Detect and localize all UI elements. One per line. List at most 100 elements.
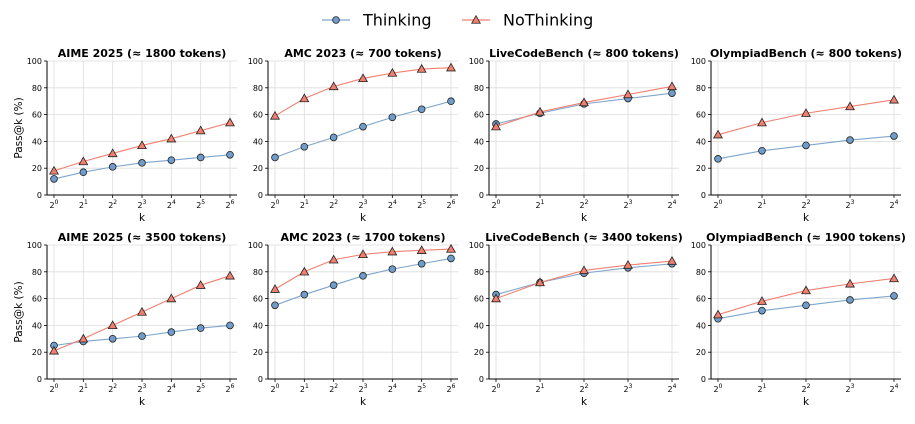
data-point	[416, 63, 427, 73]
data-point	[846, 136, 854, 144]
data-point	[714, 155, 722, 163]
x-tick-label: 23	[138, 383, 147, 394]
x-tick-label: 25	[196, 383, 205, 394]
x-tick-label: 25	[196, 199, 205, 210]
x-tick-label: 21	[79, 383, 88, 394]
data-point	[802, 301, 810, 310]
x-tick-label: 21	[758, 199, 767, 210]
y-tick-label: 80	[696, 268, 706, 277]
y-tick-label: 40	[474, 321, 484, 330]
x-axis-label: k	[139, 212, 146, 224]
y-tick-label: 100	[469, 57, 484, 66]
data-point	[329, 281, 338, 290]
x-tick-label: 20	[50, 199, 59, 210]
x-tick-label: 22	[580, 199, 589, 210]
y-tick-label: 0	[37, 375, 42, 384]
data-point	[78, 333, 89, 343]
x-tick-label: 22	[108, 199, 117, 210]
chart-title: OlympiadBench (≈ 800 tokens)	[710, 47, 902, 60]
x-tick-label: 22	[329, 383, 338, 394]
y-tick-label: 20	[696, 348, 706, 357]
chart-panel: 0 20 40 60 80 100 20 21 22 23 24 25 26 AIME 2025 (≈ 3…	[13, 231, 237, 408]
x-tick-label: 26	[226, 383, 235, 394]
y-tick-label: 0	[479, 375, 484, 384]
data-point	[801, 285, 811, 295]
x-tick-label: 21	[536, 383, 545, 394]
chart-panel: 0 20 40 60 80 100 20 21 22 23 24 LiveCodeBench (≈ 3…	[469, 231, 683, 408]
y-tick-label: 20	[253, 164, 263, 173]
y-tick-label: 40	[32, 137, 42, 146]
data-point	[225, 270, 235, 280]
grid	[711, 60, 901, 196]
x-tick-label: 26	[447, 199, 456, 210]
x-tick-label: 21	[300, 383, 309, 394]
chart-title: LiveCodeBench (≈ 3400 tokens)	[485, 231, 682, 244]
x-tick-label: 24	[167, 383, 176, 394]
y-tick-label: 100	[248, 57, 263, 66]
x-tick-label: 24	[890, 199, 899, 210]
legend-item-thinking: Thinking	[322, 11, 432, 30]
chart-title: AMC 2023 (≈ 1700 tokens)	[280, 231, 445, 244]
y-tick-label: 20	[32, 164, 42, 173]
x-tick-label: 22	[802, 199, 811, 210]
data-point	[667, 255, 677, 265]
data-point	[387, 67, 398, 77]
data-point	[802, 141, 810, 150]
data-point	[49, 345, 59, 355]
y-tick-label: 0	[258, 375, 263, 384]
data-point	[271, 301, 279, 310]
x-tick-label: 20	[714, 199, 723, 210]
data-point	[579, 97, 589, 107]
data-point	[226, 151, 234, 159]
x-tick-label: 26	[226, 199, 235, 210]
y-tick-label: 60	[253, 295, 263, 304]
y-tick-label: 60	[474, 295, 484, 304]
data-point	[195, 280, 206, 289]
y-tick-label: 40	[32, 321, 42, 330]
x-axis-label: k	[360, 396, 367, 408]
data-point	[358, 249, 368, 259]
data-point	[446, 243, 456, 253]
data-point	[846, 296, 854, 304]
data-point	[758, 146, 766, 155]
series-nothinking	[713, 273, 899, 319]
data-point	[226, 321, 234, 330]
data-point	[78, 156, 89, 166]
x-tick-label: 20	[492, 383, 501, 394]
data-point	[108, 334, 117, 343]
y-tick-label: 100	[691, 241, 706, 250]
data-point	[758, 306, 766, 315]
data-point	[138, 159, 146, 167]
y-tick-label: 0	[701, 375, 706, 384]
series-nothinking	[270, 243, 456, 293]
data-point	[300, 142, 309, 151]
x-tick-label: 23	[846, 199, 855, 210]
x-tick-label: 20	[271, 199, 280, 210]
chart-panel: 0 20 40 60 80 100 20 21 22 23 24 25 26 AIME 2025 (≈ 1…	[13, 47, 237, 224]
data-point	[801, 108, 811, 117]
grid	[489, 244, 679, 380]
y-tick-label: 100	[248, 241, 263, 250]
legend-label: NoThinking	[503, 11, 593, 30]
legend: Thinking NoThinking	[322, 11, 593, 30]
x-tick-label: 25	[417, 383, 426, 394]
y-tick-label: 40	[253, 321, 263, 330]
y-tick-label: 60	[696, 295, 706, 304]
data-point	[299, 93, 310, 103]
data-point	[491, 121, 501, 131]
data-point	[358, 73, 368, 83]
data-point	[107, 148, 118, 158]
y-tick-label: 100	[691, 57, 706, 66]
data-point	[138, 332, 146, 340]
data-point	[195, 125, 206, 135]
x-axis-label: k	[803, 212, 810, 224]
y-tick-label: 0	[701, 191, 706, 200]
x-tick-label: 24	[890, 383, 899, 394]
y-tick-label: 80	[32, 268, 42, 277]
data-point	[845, 278, 855, 288]
y-tick-label: 40	[696, 137, 706, 146]
y-tick-label: 20	[696, 164, 706, 173]
y-tick-label: 100	[27, 57, 42, 66]
data-point	[167, 156, 176, 164]
data-point	[50, 175, 58, 183]
